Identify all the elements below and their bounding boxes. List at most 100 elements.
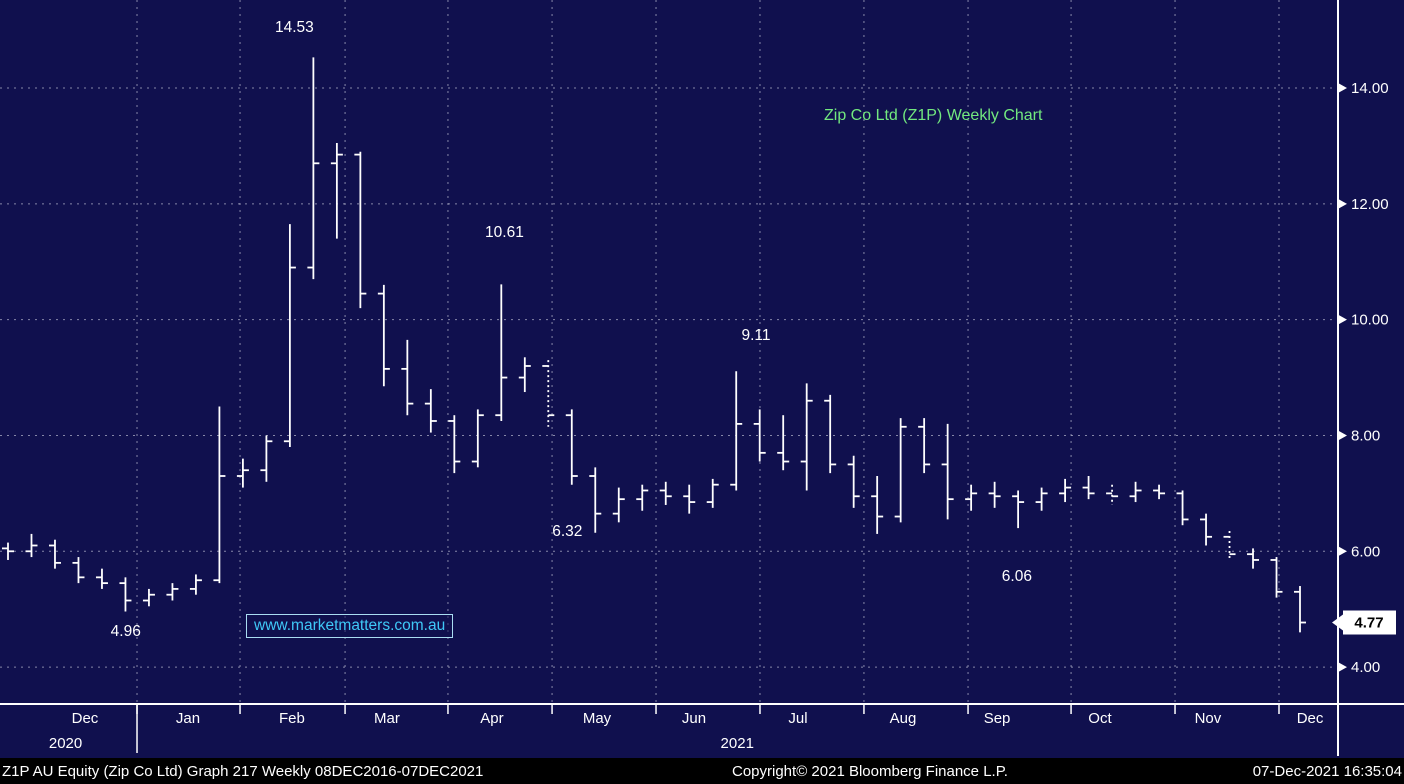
chart-area: 4.00 6.00 8.00 10.00 12.00 14.00 4.77 Zip Co L… [0,0,1404,758]
ohlc-bar [307,57,320,280]
x-axis-month-label: Dec [1296,710,1324,727]
x-axis-year-label: 2020 [48,735,83,752]
ohlc-bar [1247,548,1260,569]
ohlc-bar [95,568,108,589]
ohlc-bar [72,557,85,584]
last-price-flag: 4.77 [1332,610,1396,635]
ohlc-bar [1035,487,1048,511]
x-axis-month-label: Sep [983,710,1011,727]
ohlc-bar [1176,490,1189,526]
x-axis-month-label: Oct [1088,710,1112,727]
last-price-arrow [1332,614,1343,631]
ohlc-bar [518,357,531,393]
y-axis-tick-arrow [1338,430,1347,441]
ohlc-bar [1153,484,1166,500]
x-axis-month-label: Jun [681,710,707,727]
ohlc-bar [142,588,155,607]
x-axis-month-label: Feb [279,710,305,727]
ohlc-bar [424,389,437,433]
x-axis-month-label: Nov [1194,710,1222,727]
ohlc-bar [377,284,390,387]
ohlc-bar [565,409,578,485]
chart-title: Zip Co Ltd (Z1P) Weekly Chart [824,107,1043,124]
ohlc-bar [119,577,132,612]
ohlc-bar [236,458,249,488]
ohlc-bar [1200,513,1213,546]
ohlc-bar [941,423,954,520]
status-instrument-label: Z1P AU Equity (Zip Co Ltd) Graph 217 Wee… [2,763,484,780]
x-axis-year-label: 2021 [720,735,754,752]
y-axis-tick-arrow [1338,662,1347,673]
ohlc-bar [683,484,696,514]
price-annotation: 6.32 [552,523,583,541]
ohlc-bar [1129,481,1142,503]
ohlc-bar [753,409,766,462]
price-chart-canvas[interactable]: 4.00 6.00 8.00 10.00 12.00 14.00 4.77 [0,0,1404,758]
ohlc-bar [495,284,508,421]
ohlc-bar [871,476,884,534]
x-axis-month-label: Mar [374,710,400,727]
ohlc-bar [589,467,602,533]
x-axis-month-label: Jan [175,710,201,727]
ohlc-bar [1294,586,1306,633]
watermark-link[interactable]: www.marketmatters.com.au [246,614,454,638]
status-timestamp-label: 07-Dec-2021 16:35:04 [1252,763,1402,780]
ohlc-bar [730,371,743,491]
ohlc-bar [659,481,672,505]
ohlc-bar [189,574,202,595]
ohlc-bar [471,409,484,468]
y-axis-label: 14.00 [1351,80,1389,97]
price-annotation: 9.11 [741,326,771,344]
ohlc-bar [800,383,813,491]
price-annotation: 10.61 [485,223,524,241]
ohlc-bar [612,487,625,523]
y-axis-label: 12.00 [1351,196,1389,213]
ohlc-bar [260,435,273,482]
y-axis-tick-arrow [1338,83,1347,94]
x-axis-month-label: Dec [71,710,99,727]
ohlc-bar [213,406,226,584]
ohlc-bar [283,224,296,448]
ohlc-bar [965,484,978,511]
ohlc-bar [48,539,61,569]
ohlc-bar [448,415,461,474]
y-axis-label: 10.00 [1351,312,1389,329]
ohlc-bar [706,478,719,508]
ohlc-bar [1012,490,1025,529]
ohlc-bar [847,455,860,508]
ohlc-bar [1106,484,1119,505]
ohlc-bar [636,484,649,511]
ohlc-bar [1270,557,1283,598]
ohlc-bar [166,583,179,601]
ohlc-bar [401,339,414,416]
x-axis-month-label: Apr [480,710,504,727]
x-axis-month-label: Jul [788,710,808,727]
ohlc-bar [988,481,1001,508]
ohlc-bar [330,143,343,239]
ohlc-bar [777,415,790,471]
ohlc-bar [824,394,837,474]
price-annotation: 6.06 [1001,568,1032,586]
y-axis-tick-arrow [1338,198,1347,209]
status-copyright-label: Copyright© 2021 Bloomberg Finance L.P. [732,763,1008,780]
last-price-label: 4.77 [1354,615,1383,632]
ohlc-bar [1059,478,1072,503]
last-price-box [1343,610,1396,635]
price-annotation: 14.53 [274,19,314,37]
status-bar: Z1P AU Equity (Zip Co Ltd) Graph 217 Wee… [0,758,1404,784]
ohlc-bar [894,418,907,523]
ohlc-bar [25,533,38,558]
ohlc-bar [2,542,14,560]
y-axis-tick-arrow [1338,314,1347,325]
ohlc-bar [354,151,367,309]
ohlc-bar [542,360,555,427]
ohlc-bar [1082,476,1095,500]
y-axis-label: 4.00 [1351,659,1380,676]
y-axis-label: 6.00 [1351,543,1380,560]
price-annotation: 4.96 [110,623,141,641]
y-axis-label: 8.00 [1351,427,1380,444]
y-axis-tick-arrow [1338,546,1347,557]
ohlc-bar [1223,531,1236,560]
x-axis-month-label: May [582,710,612,727]
